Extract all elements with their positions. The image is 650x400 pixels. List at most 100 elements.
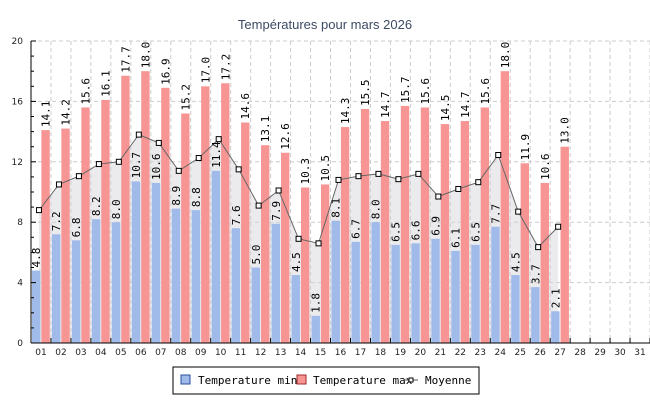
data-label-max: 14.1 xyxy=(40,101,53,128)
data-label-min: 7.6 xyxy=(230,205,243,225)
bar-min xyxy=(131,181,141,343)
bar-min xyxy=(151,182,161,343)
bar-max xyxy=(360,108,370,343)
average-marker xyxy=(35,207,42,214)
bar-min xyxy=(32,270,41,343)
x-tick-label: 15 xyxy=(315,348,326,358)
bar-max xyxy=(280,152,290,343)
y-tick-label: 0 xyxy=(17,339,23,349)
data-label-max: 16.1 xyxy=(99,70,112,97)
bar-max xyxy=(41,130,50,343)
data-label-max: 10.5 xyxy=(319,155,332,182)
bar-min xyxy=(51,234,61,343)
x-tick-label: 22 xyxy=(455,348,466,358)
bar-min xyxy=(351,241,360,343)
bar-min xyxy=(91,219,101,343)
data-label-min: 6.5 xyxy=(390,222,403,242)
data-label-max: 10.3 xyxy=(299,158,312,185)
data-label-min: 6.5 xyxy=(469,222,482,242)
bar-min xyxy=(291,275,300,343)
legend: Temperature min Temperature max Moyenne xyxy=(172,366,480,395)
data-label-min: 7.9 xyxy=(270,201,283,221)
x-tick-label: 11 xyxy=(235,348,246,358)
bar-max xyxy=(101,99,110,343)
data-label-min: 1.8 xyxy=(310,293,323,313)
bar-min xyxy=(211,170,221,343)
data-label-max: 14.6 xyxy=(239,93,252,119)
data-label-max: 14.3 xyxy=(339,98,352,125)
data-label-min: 10.6 xyxy=(150,153,163,180)
data-label-min: 6.1 xyxy=(450,228,463,248)
data-label-max: 10.6 xyxy=(539,153,552,180)
x-tick-label: 13 xyxy=(275,348,286,358)
bar-min xyxy=(531,287,540,343)
average-marker xyxy=(395,176,402,183)
bar-min xyxy=(491,226,500,343)
data-label-min: 6.7 xyxy=(350,219,363,239)
bar-min xyxy=(311,315,320,343)
x-tick-label: 12 xyxy=(255,348,266,358)
data-label-min: 2.1 xyxy=(549,288,562,308)
x-tick-label: 08 xyxy=(175,348,187,358)
average-marker xyxy=(175,167,182,174)
average-marker xyxy=(95,161,102,168)
bar-max xyxy=(480,107,490,343)
bar-min xyxy=(111,222,121,343)
average-marker xyxy=(415,170,422,177)
bar-max xyxy=(540,182,549,343)
bar-min xyxy=(371,222,380,343)
x-tick-label: 20 xyxy=(415,348,427,358)
average-marker xyxy=(375,170,382,177)
data-label-min: 8.0 xyxy=(110,199,123,219)
bar-max xyxy=(241,122,250,343)
data-label-max: 17.0 xyxy=(199,57,212,84)
y-tick-label: 4 xyxy=(17,279,23,289)
data-label-max: 17.7 xyxy=(119,46,132,73)
data-label-max: 14.7 xyxy=(459,92,472,119)
average-marker xyxy=(75,173,82,180)
average-marker xyxy=(275,187,282,194)
x-tick-label: 30 xyxy=(614,348,626,358)
x-tick-label: 25 xyxy=(514,348,525,358)
bar-min xyxy=(451,250,460,343)
data-label-max: 11.9 xyxy=(519,134,532,161)
bar-max xyxy=(320,184,330,343)
grid xyxy=(30,40,650,343)
x-tick-label: 01 xyxy=(35,348,46,358)
bar-max xyxy=(300,187,310,343)
average-marker xyxy=(515,208,522,215)
legend-marker-avg xyxy=(408,377,414,383)
average-marker xyxy=(235,166,242,173)
bar-min xyxy=(171,208,181,343)
data-label-max: 15.6 xyxy=(80,78,93,105)
x-tick-label: 16 xyxy=(335,348,347,358)
bar-max xyxy=(440,124,450,343)
bar-min xyxy=(551,311,560,343)
x-tick-label: 17 xyxy=(355,348,366,358)
x-tick-label: 06 xyxy=(135,348,147,358)
data-label-max: 12.6 xyxy=(279,123,292,150)
data-label-max: 18.0 xyxy=(139,42,152,69)
bar-min xyxy=(391,244,400,343)
bar-max xyxy=(261,145,270,343)
x-tick-label: 04 xyxy=(95,348,107,358)
bar-min xyxy=(71,240,81,343)
data-label-min: 11.4 xyxy=(210,141,223,168)
legend-label-max: Temperature max xyxy=(313,374,413,387)
average-line xyxy=(35,131,562,251)
x-tick-label: 27 xyxy=(554,348,565,358)
data-label-min: 6.8 xyxy=(70,217,83,237)
data-label-max: 15.7 xyxy=(399,76,412,103)
data-label-max: 15.6 xyxy=(479,78,492,105)
bars xyxy=(32,71,569,344)
data-label-max: 15.5 xyxy=(359,79,372,106)
data-label-max: 13.1 xyxy=(259,116,272,143)
data-label-min: 8.8 xyxy=(190,187,203,207)
bar-max xyxy=(560,146,569,343)
x-tick-label: 18 xyxy=(375,348,387,358)
average-marker xyxy=(315,240,322,247)
data-label-min: 7.2 xyxy=(50,211,63,231)
bar-max xyxy=(340,127,350,343)
x-tick-label: 23 xyxy=(475,348,486,358)
